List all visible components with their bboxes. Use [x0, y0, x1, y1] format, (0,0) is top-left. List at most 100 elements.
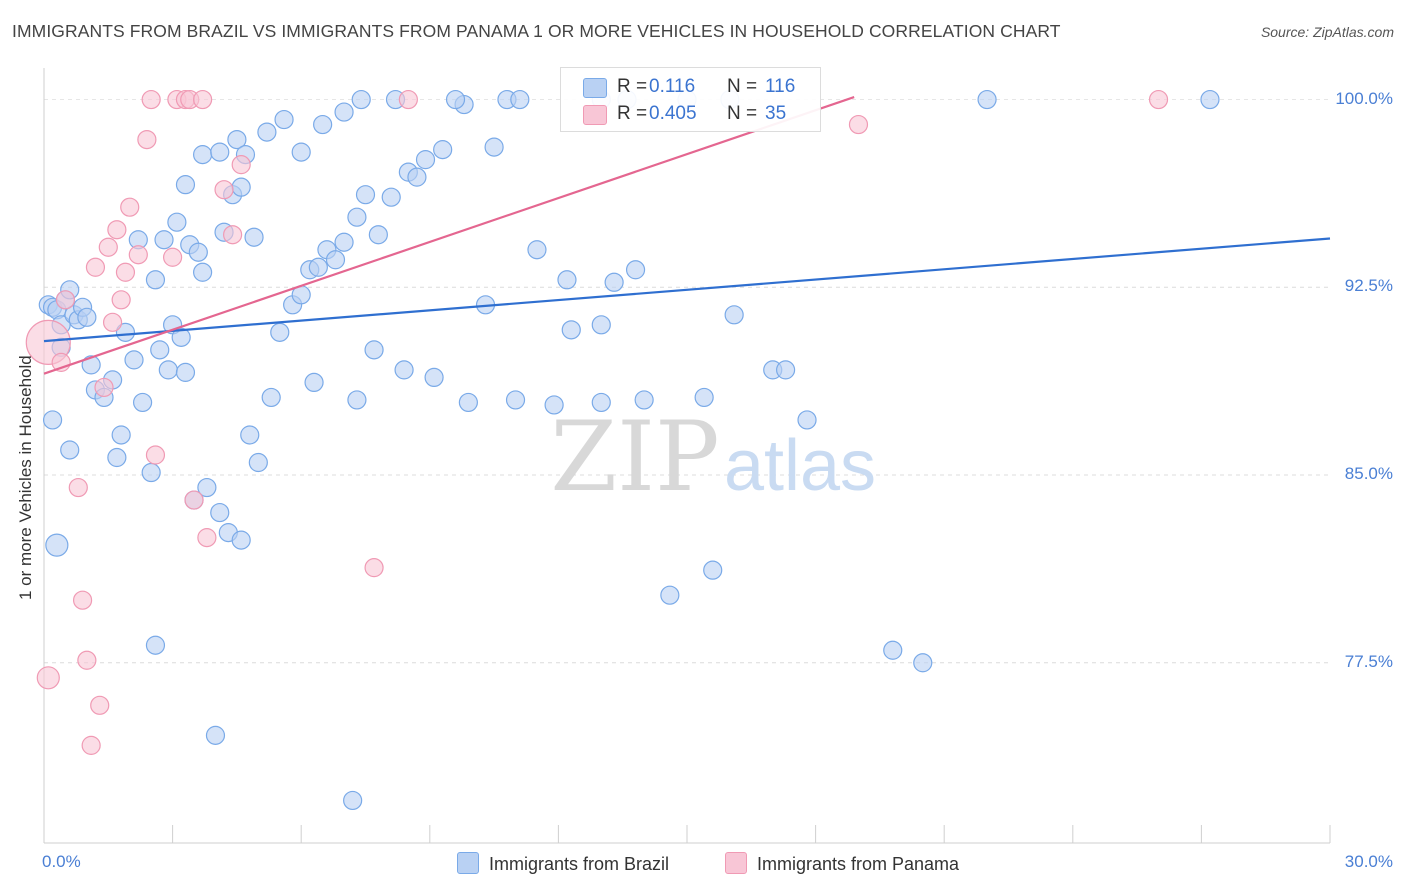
data-point: [184, 490, 204, 510]
stats-n-label: N =: [727, 76, 758, 97]
data-point: [205, 725, 226, 745]
legend-swatch-panama: [725, 852, 747, 874]
stats-r-value-brazil: 0.116: [649, 76, 696, 97]
chart-title: IMMIGRANTS FROM BRAZIL VS IMMIGRANTS FRO…: [12, 21, 1061, 41]
data-point: [210, 502, 230, 523]
data-point: [197, 528, 217, 548]
data-point: [433, 140, 453, 160]
stats-n-value-brazil: 116: [765, 76, 796, 97]
data-point: [77, 650, 97, 670]
data-point: [257, 122, 277, 142]
data-point: [36, 666, 60, 690]
data-point: [351, 89, 371, 110]
data-point: [248, 452, 268, 473]
data-point: [703, 560, 723, 580]
series-panama: [25, 89, 1169, 755]
data-point: [364, 558, 384, 578]
data-point: [210, 142, 230, 162]
data-point: [111, 425, 131, 445]
data-point: [660, 585, 680, 605]
data-point: [334, 102, 354, 122]
data-point: [214, 180, 234, 200]
data-point: [145, 445, 166, 465]
x-tick-label-min: 0.0%: [42, 852, 81, 871]
data-point: [94, 377, 114, 398]
legend-item-brazil[interactable]: Immigrants from Brazil: [457, 852, 669, 875]
data-point: [561, 320, 581, 340]
data-points: [25, 89, 1220, 811]
data-point: [1148, 89, 1169, 110]
data-point: [150, 340, 170, 360]
data-point: [193, 89, 213, 110]
data-point: [913, 653, 933, 673]
legend-swatch-brazil: [457, 852, 479, 874]
data-point: [60, 440, 80, 460]
data-point: [193, 145, 213, 165]
data-point: [848, 114, 869, 135]
data-point: [154, 230, 174, 250]
data-point: [124, 350, 144, 370]
source-credit: Source: ZipAtlas.com: [1260, 24, 1394, 40]
data-point: [141, 89, 161, 110]
data-point: [591, 315, 611, 335]
data-point: [55, 290, 76, 310]
stats-n-value-panama: 35: [765, 103, 787, 124]
data-point: [304, 372, 324, 393]
data-point: [313, 114, 333, 135]
data-point: [407, 167, 427, 187]
data-point: [197, 477, 217, 498]
data-point: [42, 410, 63, 430]
data-point: [634, 390, 654, 410]
data-point: [167, 212, 187, 232]
data-point: [115, 322, 136, 342]
data-point: [141, 462, 161, 483]
stats-swatch-panama: [583, 105, 607, 125]
stats-box: R = 0.116 N = 116 R = 0.405 N = 35: [560, 67, 821, 132]
data-point: [364, 340, 384, 360]
data-point: [158, 360, 178, 380]
series-brazil: [38, 89, 1220, 811]
data-point: [381, 187, 401, 207]
data-point: [227, 129, 247, 150]
stats-r-value-panama: 0.405: [649, 103, 697, 124]
data-point: [544, 395, 564, 415]
stats-swatch-brazil: [583, 78, 607, 98]
trend-lines: [43, 96, 1331, 375]
y-tick-label: 85.0%: [1344, 464, 1393, 484]
data-point: [775, 360, 796, 380]
data-point: [85, 257, 106, 277]
data-point: [90, 695, 110, 715]
data-point: [355, 185, 376, 205]
data-point: [591, 392, 611, 413]
data-point: [308, 257, 328, 277]
stats-row-panama: R = 0.405 N = 35: [561, 101, 820, 129]
y-tick-label: 100.0%: [1335, 88, 1393, 108]
data-point: [334, 232, 354, 252]
data-point: [625, 260, 646, 280]
y-tick-label: 92.5%: [1344, 276, 1393, 296]
data-point: [274, 109, 294, 130]
data-point: [883, 640, 903, 660]
legend-label-panama: Immigrants from Panama: [757, 854, 960, 874]
data-point: [81, 735, 101, 755]
legend-item-panama[interactable]: Immigrants from Panama: [725, 852, 959, 875]
data-point: [724, 305, 744, 325]
data-point: [193, 262, 213, 282]
x-tick-label-max: 30.0%: [1344, 852, 1393, 871]
data-point: [72, 590, 93, 610]
data-point: [98, 237, 118, 257]
data-point: [458, 392, 478, 413]
data-point: [231, 177, 251, 197]
data-point: [145, 270, 166, 290]
data-point: [111, 290, 131, 310]
data-point: [175, 362, 196, 382]
data-point: [347, 390, 367, 410]
watermark-zip: ZIP: [550, 401, 719, 513]
data-point: [325, 250, 346, 270]
data-point: [115, 262, 136, 282]
data-point: [445, 89, 466, 110]
data-point: [81, 355, 101, 375]
data-point: [557, 270, 577, 290]
stats-n-label: N =: [727, 103, 758, 124]
